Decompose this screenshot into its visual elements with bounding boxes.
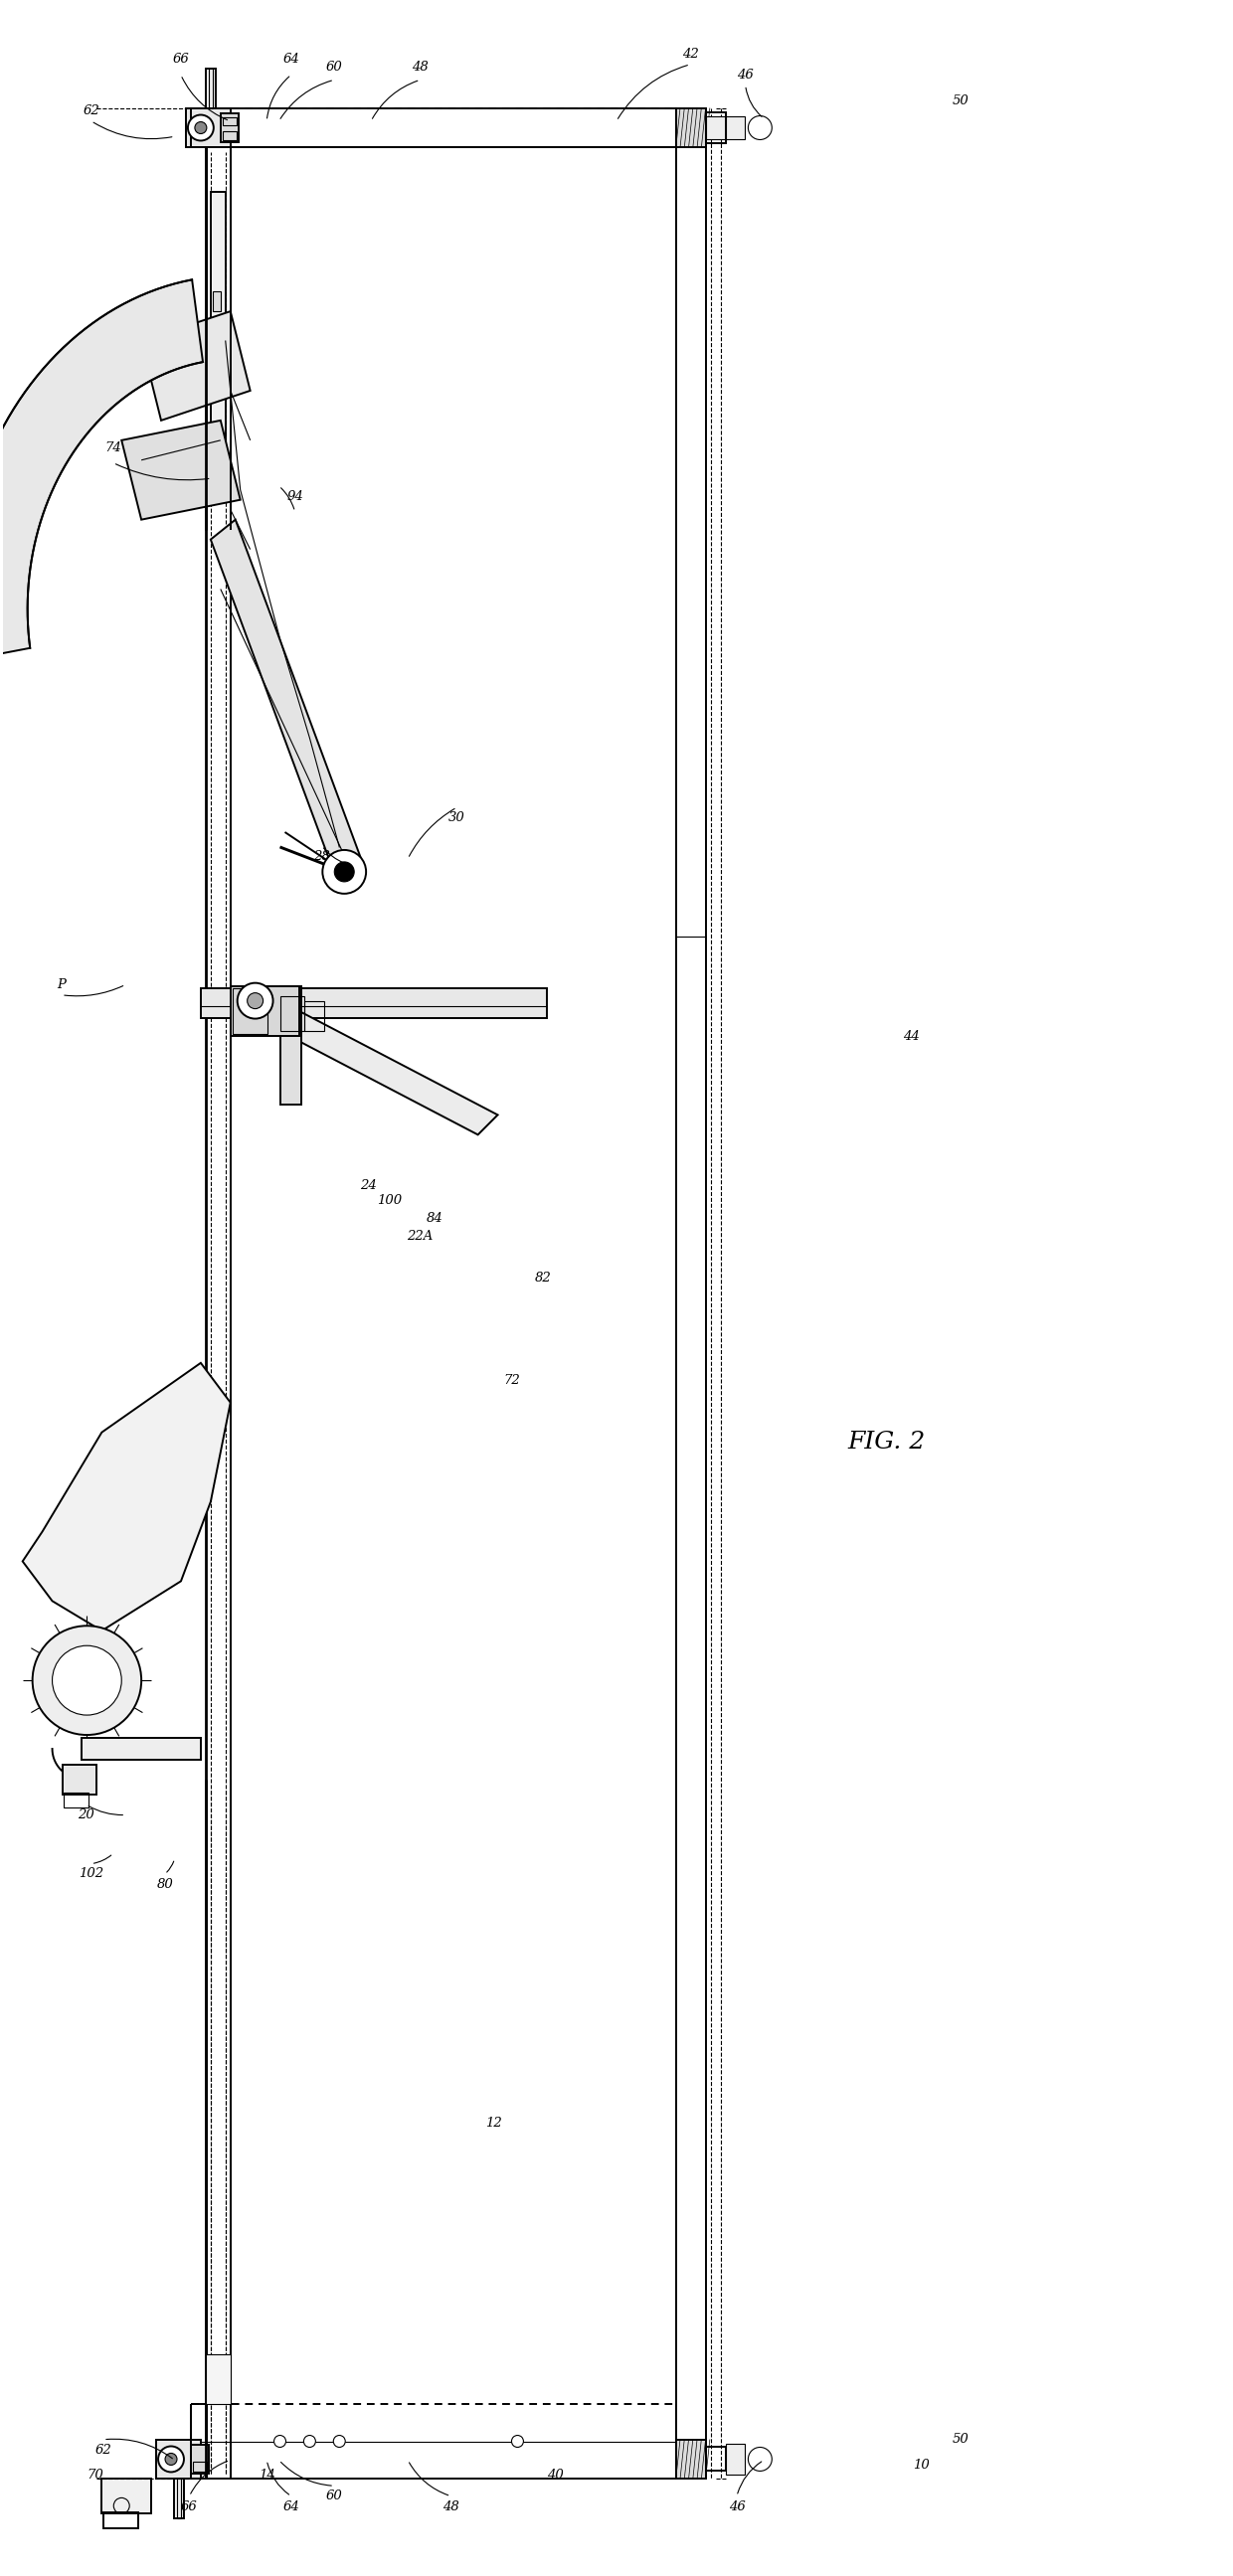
Bar [231,987,300,1036]
Circle shape [248,992,263,1010]
Bar [206,2354,231,2403]
Circle shape [334,863,354,881]
Text: 64: 64 [282,54,300,67]
Bar [676,108,705,147]
Bar [705,2447,725,2470]
Text: 24: 24 [360,1180,377,1193]
Text: FIG. 2: FIG. 2 [847,1430,926,1453]
Bar [191,2445,208,2473]
Bar [280,987,302,1105]
Circle shape [165,2452,178,2465]
Text: 46: 46 [737,70,753,82]
Circle shape [195,121,207,134]
Bar [104,2512,138,2530]
Bar [222,131,237,142]
Circle shape [52,1646,122,1716]
Polygon shape [211,520,364,886]
Circle shape [333,2434,345,2447]
Text: 50: 50 [952,93,968,106]
Text: P: P [57,979,67,992]
Text: 66: 66 [181,2499,197,2512]
Text: 102: 102 [79,1868,104,1880]
Bar [81,1739,201,1759]
Bar [705,116,745,139]
Text: 84: 84 [427,1213,443,1226]
Text: 100: 100 [377,1195,402,1208]
Bar [705,111,725,144]
Circle shape [323,850,366,894]
Bar [62,1765,97,1795]
Text: 48: 48 [412,62,428,75]
Polygon shape [22,1363,231,1631]
Text: 40: 40 [546,2470,563,2483]
Text: 12: 12 [486,2117,502,2130]
Text: 20: 20 [78,1808,95,1821]
Text: 62: 62 [83,103,100,116]
Bar [280,997,305,1030]
Bar [222,116,237,124]
Bar [676,2439,705,2478]
Circle shape [748,2447,772,2470]
Text: 42: 42 [682,49,698,62]
Text: 80: 80 [157,1878,173,1891]
Text: 48: 48 [443,2499,459,2512]
Bar [192,2463,207,2473]
Text: 28: 28 [313,850,330,863]
Polygon shape [250,997,498,1133]
Bar [178,2478,181,2519]
Text: 74: 74 [105,440,122,453]
Bar [221,113,238,142]
Bar [201,989,547,1018]
Text: 30: 30 [449,811,465,824]
Bar [305,1002,324,1030]
Text: 10: 10 [912,2460,930,2473]
Text: 66: 66 [173,54,189,67]
Circle shape [748,116,772,139]
Text: 50: 50 [952,2434,968,2447]
Circle shape [238,984,272,1018]
Bar [191,108,676,147]
Bar [174,2478,184,2519]
Text: 82: 82 [535,1270,551,1285]
Text: 64: 64 [282,2499,300,2512]
Bar [232,989,268,1033]
Circle shape [158,2447,184,2473]
Text: 70: 70 [86,2470,104,2483]
Bar [212,291,221,312]
Bar [102,2478,152,2514]
Circle shape [32,1625,142,1734]
Text: 60: 60 [326,2488,343,2504]
Circle shape [274,2434,286,2447]
Text: 62: 62 [95,2445,112,2458]
Text: 44: 44 [903,1030,920,1043]
Bar [211,193,226,440]
Text: 22A: 22A [407,1231,433,1244]
Bar [206,67,216,108]
Text: 14: 14 [259,2470,275,2483]
Bar [157,2439,201,2478]
Polygon shape [0,281,203,662]
Bar [186,108,231,147]
Text: 46: 46 [729,2499,745,2512]
Circle shape [303,2434,316,2447]
Text: 60: 60 [326,62,343,75]
Bar [725,2442,745,2476]
Polygon shape [122,420,240,520]
Circle shape [187,116,213,142]
Bar [208,67,212,108]
Text: 72: 72 [504,1373,520,1386]
Polygon shape [142,312,250,420]
Text: 94: 94 [286,489,303,502]
Circle shape [512,2434,524,2447]
Bar [64,1793,89,1808]
